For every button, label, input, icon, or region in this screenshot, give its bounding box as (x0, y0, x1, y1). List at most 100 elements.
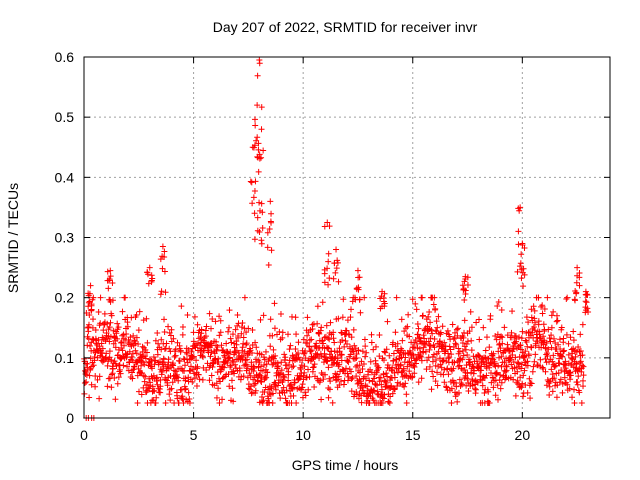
data-point (367, 358, 374, 365)
data-point (519, 349, 526, 356)
data-point (406, 368, 413, 375)
data-point (260, 312, 267, 319)
data-point (366, 399, 373, 406)
data-point (481, 390, 488, 397)
data-point (282, 395, 289, 402)
data-point (133, 311, 140, 318)
data-point (331, 348, 338, 355)
data-point (494, 382, 501, 389)
data-point (250, 368, 257, 375)
data-point (382, 349, 389, 356)
data-point (84, 360, 91, 367)
data-point (94, 376, 101, 383)
data-point (215, 358, 222, 365)
data-point (353, 389, 360, 396)
data-point (278, 367, 285, 374)
data-point (162, 289, 169, 296)
data-point (249, 350, 256, 357)
data-point (553, 312, 560, 319)
data-point (344, 317, 351, 324)
data-point (325, 281, 332, 288)
data-point (145, 280, 152, 287)
data-point (143, 388, 150, 395)
data-point (501, 324, 508, 331)
data-point (458, 380, 465, 387)
y-tick-label: 0.5 (55, 109, 75, 125)
data-point (486, 364, 493, 371)
data-point (130, 332, 137, 339)
data-point (325, 250, 332, 257)
y-tick-label: 0.2 (55, 290, 75, 306)
data-point (221, 364, 228, 371)
data-point (146, 385, 153, 392)
data-point (340, 296, 347, 303)
data-point (380, 357, 387, 364)
data-point (559, 389, 566, 396)
data-point (260, 397, 267, 404)
data-point (251, 365, 258, 372)
data-point (151, 387, 158, 394)
data-point (107, 273, 114, 280)
data-point (199, 376, 206, 383)
data-point (477, 372, 484, 379)
data-point (270, 346, 277, 353)
data-point (332, 269, 339, 276)
data-point (247, 383, 254, 390)
data-point (411, 370, 418, 377)
data-point (251, 236, 258, 243)
data-point (540, 321, 547, 328)
data-point (95, 309, 102, 316)
data-point (498, 379, 505, 386)
x-tick-label: 20 (515, 427, 531, 443)
data-point (464, 370, 471, 377)
data-point (555, 341, 562, 348)
data-point (583, 291, 590, 298)
data-point (462, 346, 469, 353)
data-point (325, 258, 332, 265)
data-point (345, 359, 352, 366)
data-point (557, 346, 564, 353)
data-point (344, 377, 351, 384)
data-point (304, 332, 311, 339)
data-point (154, 381, 161, 388)
data-point (283, 387, 290, 394)
data-point (277, 395, 284, 402)
data-point (486, 399, 493, 406)
data-point (135, 365, 142, 372)
data-point (463, 362, 470, 369)
data-point (433, 356, 440, 363)
data-point (550, 308, 557, 315)
data-point (440, 371, 447, 378)
data-point (397, 362, 404, 369)
data-point (573, 361, 580, 368)
data-point (570, 328, 577, 335)
data-point (561, 361, 568, 368)
data-point (254, 214, 261, 221)
data-point (143, 349, 150, 356)
data-point (439, 323, 446, 330)
data-point (304, 340, 311, 347)
data-point (199, 352, 206, 359)
data-point (105, 285, 112, 292)
data-point (176, 358, 183, 365)
data-point (419, 312, 426, 319)
data-point (376, 353, 383, 360)
data-point (162, 399, 169, 406)
data-point (553, 318, 560, 325)
data-point (87, 282, 94, 289)
data-point (541, 337, 548, 344)
data-point (385, 398, 392, 405)
data-point (546, 392, 553, 399)
data-point (255, 146, 262, 153)
data-point (86, 372, 93, 379)
data-point (370, 397, 377, 404)
data-point (434, 382, 441, 389)
data-point (258, 104, 265, 111)
data-point (195, 371, 202, 378)
data-point (254, 134, 261, 141)
data-point (215, 385, 222, 392)
data-point (549, 358, 556, 365)
data-point (252, 122, 259, 129)
data-point (432, 378, 439, 385)
data-point (255, 168, 262, 175)
